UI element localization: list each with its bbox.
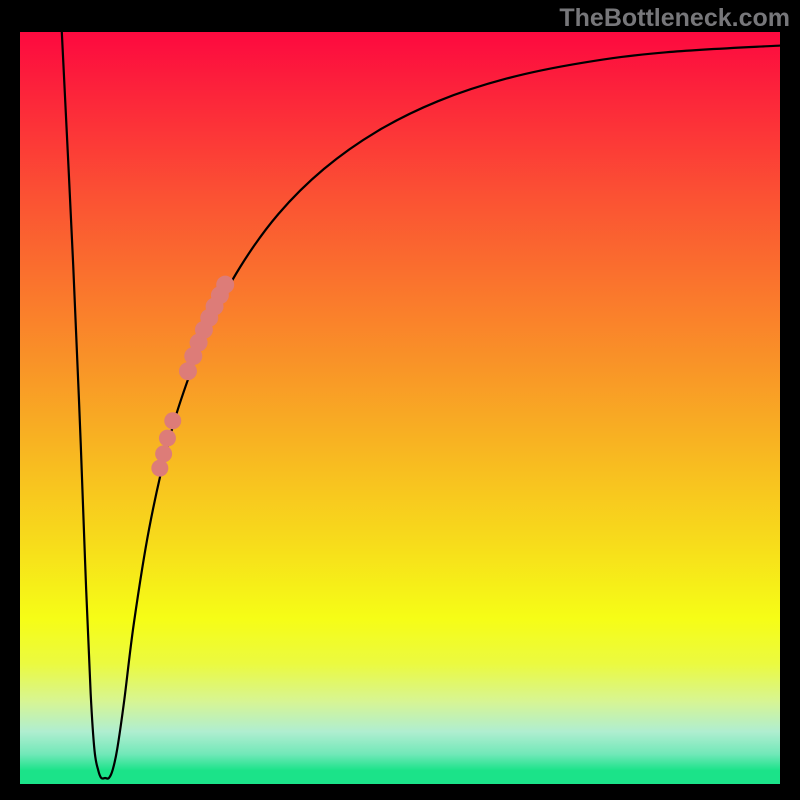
data-marker — [151, 460, 168, 477]
data-marker — [159, 430, 176, 447]
data-marker — [155, 445, 172, 462]
chart-container: TheBottleneck.com — [0, 0, 800, 800]
plot-svg — [20, 32, 780, 784]
watermark-text: TheBottleneck.com — [559, 4, 790, 33]
plot-area — [20, 32, 780, 784]
data-marker — [164, 412, 181, 429]
gradient-background — [20, 32, 780, 784]
data-marker — [216, 276, 234, 294]
